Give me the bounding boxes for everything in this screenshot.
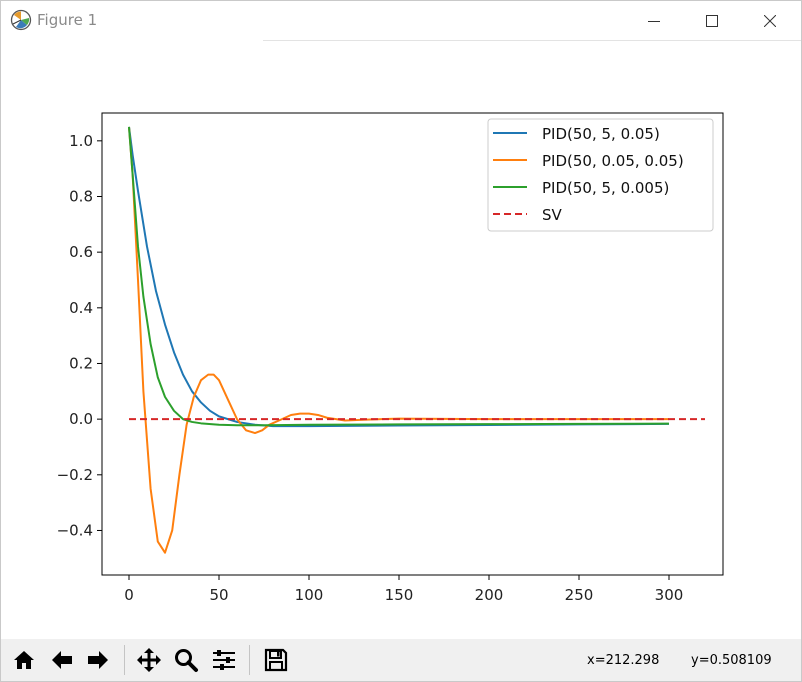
configure-subplots-button[interactable] xyxy=(207,643,241,677)
minimize-button[interactable] xyxy=(631,1,677,41)
plot-canvas[interactable]: 0 50 100 150 200 250 300 1.0 0.8 0.6 0.4 0.2 0.0 −0.… xyxy=(1,41,801,639)
title-divider xyxy=(263,40,801,41)
back-arrow-icon xyxy=(52,651,72,669)
x-tick-label: 50 xyxy=(209,586,228,604)
x-tick-label: 200 xyxy=(475,586,504,604)
y-tick-label: 1.0 xyxy=(69,132,93,150)
navigation-toolbar: x=212.298 y=0.508109 xyxy=(1,639,801,681)
forward-arrow-icon xyxy=(88,651,108,669)
title-bar[interactable]: Figure 1 xyxy=(1,1,801,41)
y-tick-label: 0.0 xyxy=(69,410,93,428)
x-tick-label: 150 xyxy=(385,586,414,604)
forward-button[interactable] xyxy=(81,643,115,677)
close-button[interactable] xyxy=(747,1,793,41)
pan-move-icon xyxy=(137,648,161,672)
series-line-0 xyxy=(128,126,670,428)
home-button[interactable] xyxy=(7,643,41,677)
y-tick-label: −0.2 xyxy=(57,466,93,484)
plot-lines xyxy=(128,126,705,554)
save-button[interactable] xyxy=(259,643,293,677)
zoom-magnifier-icon xyxy=(175,649,198,672)
cursor-y-readout: y=0.508109 xyxy=(691,653,772,668)
zoom-button[interactable] xyxy=(169,643,203,677)
configure-subplots-icon xyxy=(213,650,235,670)
y-tick-label: −0.4 xyxy=(57,521,93,539)
toolbar-separator xyxy=(249,645,250,675)
close-icon xyxy=(764,15,776,27)
x-tick-label: 0 xyxy=(124,586,134,604)
maximize-icon xyxy=(706,15,718,27)
legend-box xyxy=(487,118,714,232)
back-button[interactable] xyxy=(45,643,79,677)
home-icon xyxy=(14,651,34,669)
legend: PID(50, 5, 0.05) PID(50, 0.05, 0.05) PID(5… xyxy=(487,118,714,232)
legend-label-1: PID(50, 0.05, 0.05) xyxy=(542,152,684,170)
x-tick-label: 250 xyxy=(565,586,594,604)
y-tick-label: 0.2 xyxy=(69,354,93,372)
window-title: Figure 1 xyxy=(37,11,98,29)
y-tick-label: 0.4 xyxy=(69,299,93,317)
minimize-icon xyxy=(648,21,660,22)
x-tick-label: 300 xyxy=(655,586,684,604)
y-axis-ticks: 1.0 0.8 0.6 0.4 0.2 0.0 −0.2 −0.4 xyxy=(57,132,102,539)
legend-label-0: PID(50, 5, 0.05) xyxy=(542,125,660,143)
x-tick-label: 100 xyxy=(295,586,324,604)
cursor-x-readout: x=212.298 xyxy=(587,653,660,668)
legend-label-2: PID(50, 5, 0.005) xyxy=(542,179,669,197)
y-tick-label: 0.6 xyxy=(69,243,93,261)
matplotlib-figure-icon xyxy=(10,9,32,31)
maximize-button[interactable] xyxy=(689,1,735,41)
y-tick-label: 0.8 xyxy=(69,187,93,205)
legend-label-3: SV xyxy=(542,206,563,224)
save-icon xyxy=(264,648,288,672)
x-axis-ticks: 0 50 100 150 200 250 300 xyxy=(124,575,683,604)
toolbar-separator xyxy=(124,645,125,675)
series-line-2 xyxy=(128,126,670,427)
pan-button[interactable] xyxy=(132,643,166,677)
